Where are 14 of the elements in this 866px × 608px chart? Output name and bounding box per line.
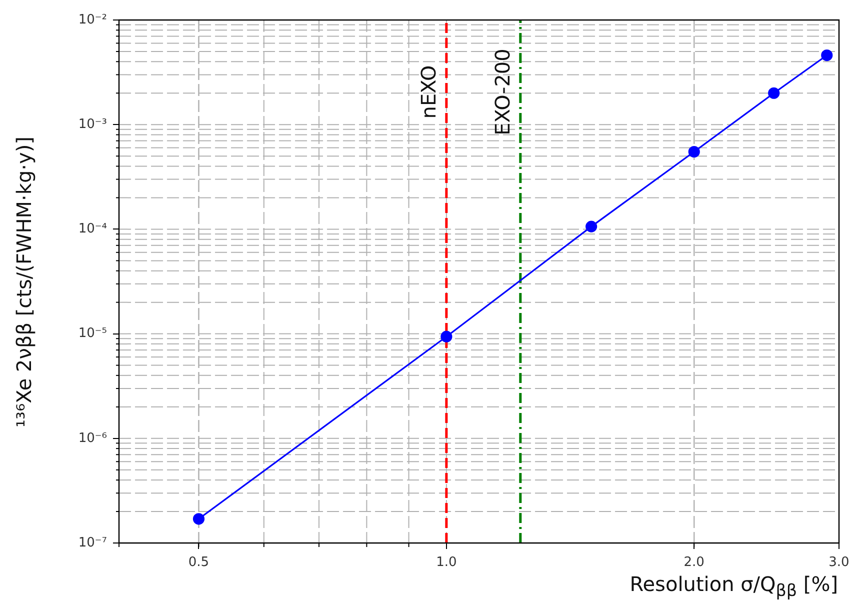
x-axis-title: Resolution σ/Q$_{ββ}$ [%] (630, 572, 838, 600)
y-tick-label: 10⁻³ (78, 116, 107, 132)
x-tick-label: 3.0 (828, 555, 850, 570)
y-tick-label: 10⁻⁶ (78, 430, 107, 446)
x-tick-label: 0.5 (188, 555, 210, 570)
y-axis-title: ¹³⁶Xe 2νββ [cts/(FWHM·kg·y)] (12, 136, 36, 428)
x-tick-label: 1.0 (436, 555, 457, 570)
y-tick-label: 10⁻⁷ (78, 535, 107, 550)
y-tick-label: 10⁻⁴ (78, 222, 107, 237)
y-tick-label: 10⁻² (78, 12, 107, 28)
ref-line-label: EXO-200 (490, 48, 515, 136)
ref-line-label: nEXO (416, 65, 441, 119)
y-tick-label: 10⁻⁵ (78, 326, 107, 342)
x-tick-label: 2.0 (684, 555, 704, 570)
